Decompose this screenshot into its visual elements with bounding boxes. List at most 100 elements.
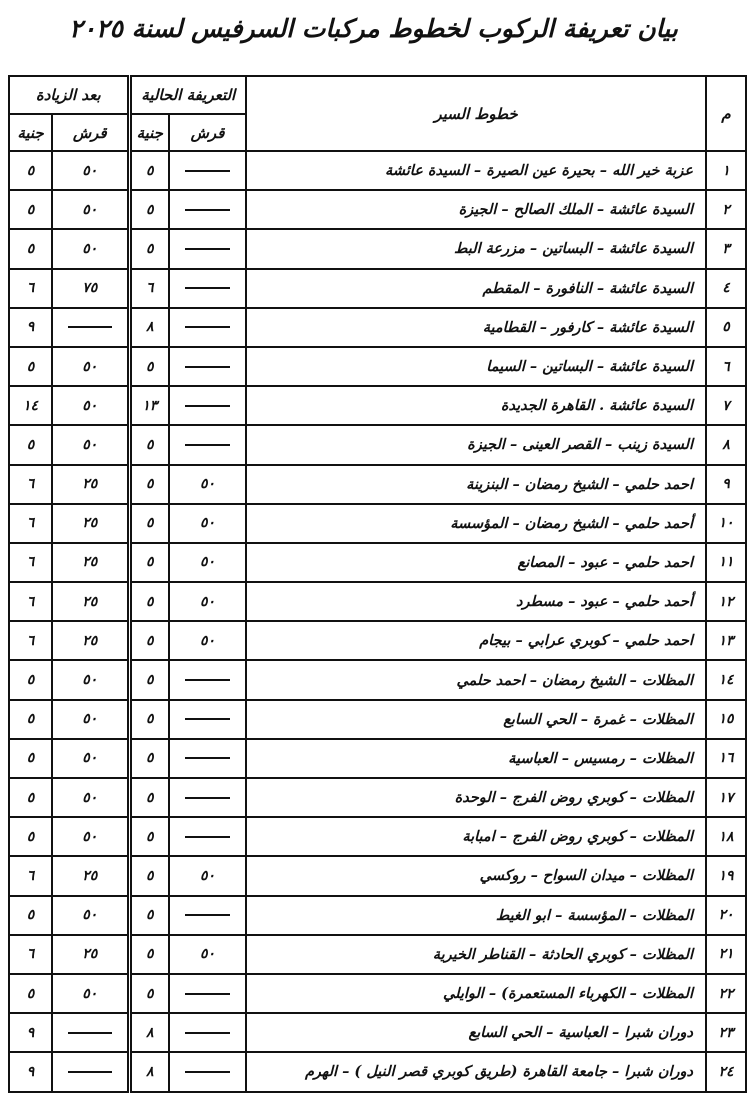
current-pound: ٥: [126, 463, 170, 505]
current-piaster: [168, 894, 247, 936]
route-name: المظلات – كوبري روض الفرج – امبابة: [245, 816, 707, 858]
current-pound: ١٣: [126, 385, 170, 427]
route-name: السيدة عائشة – البساتين – مزرعة البط: [245, 228, 707, 270]
new-pound: ٥: [8, 972, 53, 1015]
route-name: المظلات – الشيخ رمضان – احمد حلمي: [245, 659, 707, 701]
current-pound: ٨: [126, 306, 170, 348]
table-row: ١٦ المظلات – رمسيس – العباسية ٥ ٥٠ ٥: [8, 737, 747, 780]
table-row: ١٠ أحمد حلمي – الشيخ رمضان – المؤسسة ٥٠ ٥ ٢٥…: [8, 502, 747, 544]
table-row: ٨ السيدة زينب – القصر العينى – الجيزة ٥ ٥٠ ٥: [8, 424, 747, 466]
new-piaster: ٢٥: [51, 502, 130, 544]
empty-dash: [185, 835, 230, 838]
new-piaster: ٢٥: [51, 620, 130, 662]
row-index: ٢٢: [705, 972, 747, 1015]
current-piaster: ٥٠: [168, 933, 247, 975]
row-index: ١: [705, 149, 747, 192]
route-name: عزبة خير الله – بحيرة عين الصيرة – السيد…: [245, 149, 707, 192]
new-piaster: ٥٠: [51, 737, 130, 780]
new-piaster: ٥٠: [51, 776, 130, 819]
new-pound: ٦: [8, 933, 53, 975]
current-pound: ٨: [126, 1012, 170, 1054]
new-pound: ٥: [8, 816, 53, 858]
row-index: ٤: [705, 267, 747, 309]
route-name: أحمد حلمي – عبود – مسطرد: [245, 581, 707, 623]
row-index: ٢٣: [705, 1012, 747, 1054]
current-piaster: [168, 1012, 247, 1054]
table-row: ١٢ أحمد حلمي – عبود – مسطرد ٥٠ ٥ ٢٥ ٦: [8, 581, 747, 623]
new-piaster: ٢٥: [51, 581, 130, 623]
row-index: ١٩: [705, 855, 747, 897]
current-piaster: ٥٠: [168, 502, 247, 544]
row-index: ١٧: [705, 776, 747, 819]
current-pound: ٨: [126, 1051, 170, 1093]
row-index: ٩: [705, 463, 747, 505]
new-pound: ١٤: [8, 385, 53, 427]
current-pound: ٥: [126, 776, 170, 819]
table-row: ٢٤ دوران شبرا – جامعة القاهرة (طريق كوبري…: [8, 1051, 747, 1093]
header-after-increase: بعد الزيادة: [8, 75, 130, 115]
current-piaster: [168, 1051, 247, 1093]
header-new-piaster: قرش: [51, 113, 130, 152]
route-name: أحمد حلمي – الشيخ رمضان – المؤسسة: [245, 502, 707, 544]
new-piaster: [51, 1012, 130, 1054]
new-piaster: ٥٠: [51, 149, 130, 192]
empty-dash: [185, 404, 230, 407]
current-pound: ٥: [126, 189, 170, 231]
header-route: خطوط السير: [245, 75, 707, 152]
current-piaster: ٥٠: [168, 620, 247, 662]
current-pound: ٥: [126, 502, 170, 544]
current-pound: ٦: [126, 267, 170, 309]
row-index: ١٨: [705, 816, 747, 858]
new-piaster: ٥٠: [51, 698, 130, 740]
new-piaster: ٢٥: [51, 933, 130, 975]
current-piaster: [168, 659, 247, 701]
empty-dash: [67, 1031, 112, 1034]
row-index: ١١: [705, 541, 747, 584]
new-pound: ٥: [8, 659, 53, 701]
current-piaster: ٥٠: [168, 581, 247, 623]
new-piaster: ٢٥: [51, 541, 130, 584]
current-piaster: [168, 424, 247, 466]
current-piaster: [168, 267, 247, 309]
route-name: السيدة عائشة – البساتين – السيما: [245, 345, 707, 388]
new-piaster: ٥٠: [51, 894, 130, 936]
route-name: السيدة عائشة – الملك الصالح – الجيزة: [245, 189, 707, 231]
new-pound: ٩: [8, 1012, 53, 1054]
document-title: بيان تعريفة الركوب لخطوط مركبات السرفيس …: [69, 14, 678, 43]
current-piaster: [168, 385, 247, 427]
table-row: ١ عزبة خير الله – بحيرة عين الصيرة – السي…: [8, 149, 747, 192]
table-row: ٤ السيدة عائشة – النافورة – المقطم ٦ ٧٥ ٦: [8, 267, 747, 309]
current-pound: ٥: [126, 581, 170, 623]
current-piaster: ٥٠: [168, 541, 247, 584]
new-pound: ٦: [8, 855, 53, 897]
header-current-pound: جنية: [126, 113, 170, 152]
new-pound: ٥: [8, 345, 53, 388]
route-name: السيدة عائشة – كارفور – القطامية: [245, 306, 707, 348]
table-row: ١٣ احمد حلمي – كوبري عرابي – بيجام ٥٠ ٥ ٢٥ ٦: [8, 620, 747, 662]
new-piaster: ٢٥: [51, 855, 130, 897]
new-piaster: ٧٥: [51, 267, 130, 309]
empty-dash: [185, 757, 230, 760]
current-pound: ٥: [126, 855, 170, 897]
new-piaster: [51, 306, 130, 348]
table-row: ١٥ المظلات – غمرة – الحي السابع ٥ ٥٠ ٥: [8, 698, 747, 740]
new-piaster: ٥٠: [51, 659, 130, 701]
row-index: ١٢: [705, 581, 747, 623]
current-piaster: ٥٠: [168, 855, 247, 897]
table-row: ٥ السيدة عائشة – كارفور – القطامية ٨ ٩: [8, 306, 747, 348]
table-row: ٩ احمد حلمي – الشيخ رمضان – البنزينة ٥٠ ٥ ٢٥…: [8, 463, 747, 505]
route-name: احمد حلمي – عبود – المصانع: [245, 541, 707, 584]
table-row: ٣ السيدة عائشة – البساتين – مزرعة البط ٥ ٥٠…: [8, 228, 747, 270]
table-row: ٢٠ المظلات – المؤسسة – ابو الغيط ٥ ٥٠ ٥: [8, 894, 747, 936]
new-pound: ٥: [8, 698, 53, 740]
current-pound: ٥: [126, 737, 170, 780]
current-piaster: [168, 737, 247, 780]
new-piaster: ٥٠: [51, 816, 130, 858]
new-pound: ٥: [8, 228, 53, 270]
empty-dash: [67, 326, 112, 329]
new-piaster: ٥٠: [51, 228, 130, 270]
route-name: المظلات – الكهرباء المستعمرة) – الوايلي: [245, 972, 707, 1015]
current-pound: ٥: [126, 345, 170, 388]
route-name: دوران شبرا – جامعة القاهرة (طريق كوبري ق…: [245, 1051, 707, 1093]
empty-dash: [185, 365, 230, 368]
